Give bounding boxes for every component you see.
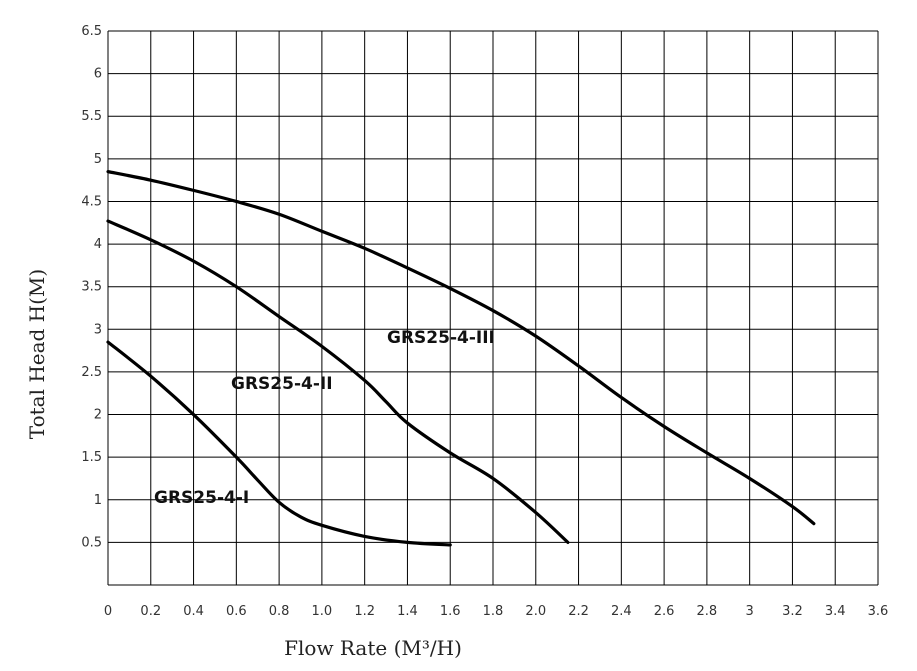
- y-tick-label: 2: [94, 408, 102, 423]
- y-tick-label: 1: [94, 493, 102, 508]
- y-tick-label: 4: [94, 237, 102, 252]
- x-tick-label: 2.6: [654, 604, 675, 619]
- x-tick-label: 2.2: [568, 604, 589, 619]
- x-tick-label: 1.2: [354, 604, 375, 619]
- x-tick-labels: 0 0.2 0.4 0.6 0.8 1.0 1.2 1.4 1.6 1.8 2.0 2.2 2.4 2.6…: [104, 604, 888, 619]
- y-tick-label: 6: [94, 67, 102, 82]
- x-tick-label: 0: [104, 604, 112, 619]
- y-tick-label: 6.5: [81, 24, 102, 39]
- curve-series-2: [106, 219, 570, 544]
- curve-label-grs25-4-3: GRS25-4-III: [387, 328, 495, 348]
- x-tick-label: 1.0: [312, 604, 333, 619]
- grid: [107, 30, 879, 586]
- curve-labels: GRS25-4-I GRS25-4-II GRS25-4-III: [154, 328, 495, 508]
- y-tick-label: 0.5: [81, 535, 102, 550]
- x-tick-label: 1.6: [440, 604, 461, 619]
- y-tick-label: 2.5: [81, 365, 102, 380]
- x-tick-label: 3.2: [782, 604, 803, 619]
- performance-curves: [106, 170, 816, 547]
- x-tick-label: 2.4: [611, 604, 632, 619]
- x-tick-label: 2.8: [697, 604, 718, 619]
- x-tick-label: 1.4: [397, 604, 418, 619]
- y-tick-label: 3: [94, 322, 102, 337]
- x-tick-label: 0.4: [183, 604, 204, 619]
- x-tick-label: 0.6: [226, 604, 247, 619]
- x-tick-label: 1.8: [483, 604, 504, 619]
- x-tick-label: 3: [746, 604, 754, 619]
- y-tick-labels: 0.5 1 1.5 2 2.5 3 3.5 4 4.5 5 5.5 6 6.5: [81, 24, 102, 550]
- curve-series-1: [106, 340, 452, 547]
- curve-series-3: [106, 170, 816, 526]
- x-tick-label: 0.2: [140, 604, 161, 619]
- y-tick-label: 5.5: [81, 109, 102, 124]
- y-tick-label: 1.5: [81, 450, 102, 465]
- y-tick-label: 3.5: [81, 280, 102, 295]
- x-tick-label: 0.8: [269, 604, 290, 619]
- x-tick-label: 2.0: [525, 604, 546, 619]
- y-tick-label: 5: [94, 152, 102, 167]
- curve-label-grs25-4-2: GRS25-4-II: [231, 374, 333, 394]
- x-axis-title: Flow Rate (M³/H): [284, 636, 462, 660]
- y-axis-title: Total Head H(M): [25, 269, 49, 439]
- y-tick-label: 4.5: [81, 194, 102, 209]
- x-tick-label: 3.6: [868, 604, 889, 619]
- x-tick-label: 3.4: [825, 604, 846, 619]
- curve-label-grs25-4-1: GRS25-4-I: [154, 488, 249, 508]
